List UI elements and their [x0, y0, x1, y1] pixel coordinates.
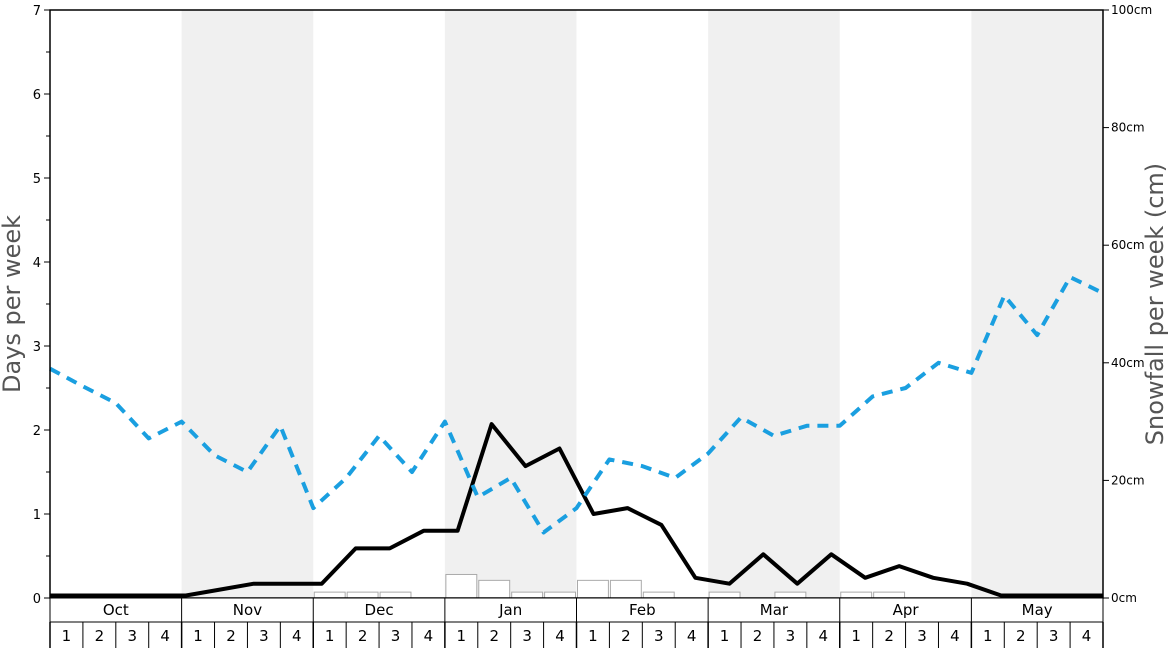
- week-row: 1 2 3 4 1 2 3 4 1 2 3 4 1 2 3 4 1 2 3 4 1 2 3 4 1 2 3 4 1 2 3 4: [49, 621, 1104, 648]
- month-label: Dec: [365, 601, 394, 619]
- right-tick-label: 100cm: [1111, 3, 1152, 17]
- left-tick-label: 1: [33, 508, 41, 523]
- snowfall-bar: [642, 591, 675, 599]
- week-label: 2: [95, 627, 105, 645]
- left-tick-label: 3: [33, 340, 41, 355]
- left-tick-label: 6: [33, 88, 41, 103]
- week-label: 4: [950, 627, 960, 645]
- week-label: 3: [391, 627, 401, 645]
- left-tick-label: 2: [33, 424, 41, 439]
- right-axis-title: Snowfall per week (cm): [1141, 163, 1168, 445]
- week-label: 2: [884, 627, 894, 645]
- week-label: 1: [457, 627, 467, 645]
- left-tick-label: 0: [33, 592, 41, 607]
- month-label: Apr: [893, 601, 920, 619]
- right-tick-label: 0cm: [1111, 591, 1137, 605]
- week-label: 1: [325, 627, 335, 645]
- week-label: 4: [555, 627, 565, 645]
- month-band: [708, 10, 840, 598]
- month-label: Oct: [103, 601, 129, 619]
- week-label: 2: [753, 627, 763, 645]
- month-label: Mar: [760, 601, 789, 619]
- month-label: Feb: [629, 601, 656, 619]
- right-axis: 0cm 20cm 40cm 60cm 80cm 100cm: [1103, 3, 1152, 605]
- week-label: 3: [259, 627, 269, 645]
- snowfall-bar: [313, 591, 346, 599]
- month-label: Jan: [498, 601, 522, 619]
- week-label: 1: [588, 627, 598, 645]
- week-label: 1: [720, 627, 730, 645]
- week-label: 3: [917, 627, 927, 645]
- week-label: 3: [786, 627, 796, 645]
- week-label: 4: [160, 627, 170, 645]
- week-label: 2: [1016, 627, 1026, 645]
- week-label: 3: [1049, 627, 1059, 645]
- month-row: Oct Nov Dec Jan Feb Mar Apr May: [49, 597, 1104, 623]
- left-tick-label: 5: [33, 172, 41, 187]
- week-label: 1: [851, 627, 861, 645]
- week-label: 4: [292, 627, 302, 645]
- week-label: 2: [226, 627, 236, 645]
- left-axis: 0 1 2 3 4 5 6 7: [33, 4, 50, 607]
- snowfall-bar: [478, 579, 511, 599]
- snowfall-bar: [873, 591, 906, 599]
- month-bands: [181, 10, 1103, 598]
- week-label: 3: [654, 627, 664, 645]
- snowfall-bar: [609, 579, 642, 599]
- left-axis-title: Days per week: [0, 215, 26, 393]
- week-label: 1: [983, 627, 993, 645]
- week-label: 3: [522, 627, 532, 645]
- week-label: 2: [358, 627, 368, 645]
- day-lines: [49, 275, 1104, 598]
- right-tick-label: 40cm: [1111, 356, 1145, 370]
- month-band: [971, 10, 1103, 598]
- solid-series-line: [50, 422, 1103, 598]
- snowfall-bar: [379, 591, 412, 599]
- month-label: Nov: [233, 601, 262, 619]
- snowfall-bar: [544, 591, 576, 599]
- left-tick-label: 4: [33, 256, 41, 271]
- week-label: 4: [687, 627, 697, 645]
- right-tick-label: 80cm: [1111, 121, 1145, 135]
- left-tick-label: 7: [33, 4, 41, 19]
- week-label: 4: [819, 627, 829, 645]
- snowfall-bar: [346, 591, 379, 599]
- snowfall-bar: [577, 579, 609, 599]
- snowfall-bar: [511, 591, 544, 599]
- week-label: 4: [1082, 627, 1092, 645]
- snowfall-bar: [840, 591, 873, 599]
- week-label: 3: [127, 627, 137, 645]
- week-label: 4: [424, 627, 434, 645]
- week-label: 2: [489, 627, 499, 645]
- snowfall-bar: [445, 573, 478, 599]
- month-label: May: [1022, 601, 1053, 619]
- week-label: 2: [621, 627, 631, 645]
- week-label: 1: [193, 627, 203, 645]
- snowfall-bar: [774, 591, 807, 599]
- right-tick-label: 60cm: [1111, 238, 1145, 252]
- week-label: 1: [62, 627, 72, 645]
- right-tick-label: 20cm: [1111, 473, 1145, 487]
- snowfall-bar: [708, 591, 741, 599]
- month-band: [181, 10, 314, 598]
- dashed-series-line: [49, 275, 1104, 535]
